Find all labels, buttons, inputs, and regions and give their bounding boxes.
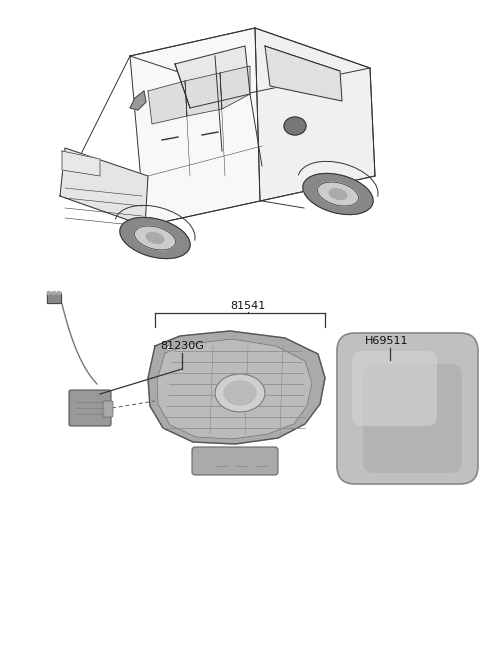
Ellipse shape xyxy=(134,226,176,250)
FancyBboxPatch shape xyxy=(337,333,478,484)
Polygon shape xyxy=(185,73,222,116)
FancyBboxPatch shape xyxy=(192,447,278,475)
Text: 81541: 81541 xyxy=(230,301,265,311)
Polygon shape xyxy=(130,28,370,94)
Ellipse shape xyxy=(52,291,56,295)
Polygon shape xyxy=(60,148,148,226)
Text: 81230G: 81230G xyxy=(160,341,204,351)
Ellipse shape xyxy=(317,182,359,206)
Ellipse shape xyxy=(215,374,265,412)
Polygon shape xyxy=(62,151,100,176)
FancyBboxPatch shape xyxy=(352,351,437,426)
Polygon shape xyxy=(148,331,325,444)
Polygon shape xyxy=(157,339,312,439)
Polygon shape xyxy=(175,46,250,108)
Ellipse shape xyxy=(303,173,373,215)
Polygon shape xyxy=(130,91,146,110)
Ellipse shape xyxy=(57,291,61,295)
Ellipse shape xyxy=(120,217,190,258)
Polygon shape xyxy=(148,81,187,124)
Polygon shape xyxy=(47,293,61,303)
FancyBboxPatch shape xyxy=(363,364,462,473)
Text: H69511: H69511 xyxy=(365,336,408,346)
Ellipse shape xyxy=(166,345,174,351)
Polygon shape xyxy=(255,28,375,201)
Polygon shape xyxy=(130,28,260,226)
FancyBboxPatch shape xyxy=(69,390,111,426)
FancyBboxPatch shape xyxy=(103,401,113,417)
Polygon shape xyxy=(220,66,250,109)
Ellipse shape xyxy=(47,291,51,295)
Ellipse shape xyxy=(329,189,347,199)
Ellipse shape xyxy=(146,233,164,243)
Ellipse shape xyxy=(224,381,256,405)
Ellipse shape xyxy=(284,117,306,135)
Polygon shape xyxy=(265,46,342,101)
